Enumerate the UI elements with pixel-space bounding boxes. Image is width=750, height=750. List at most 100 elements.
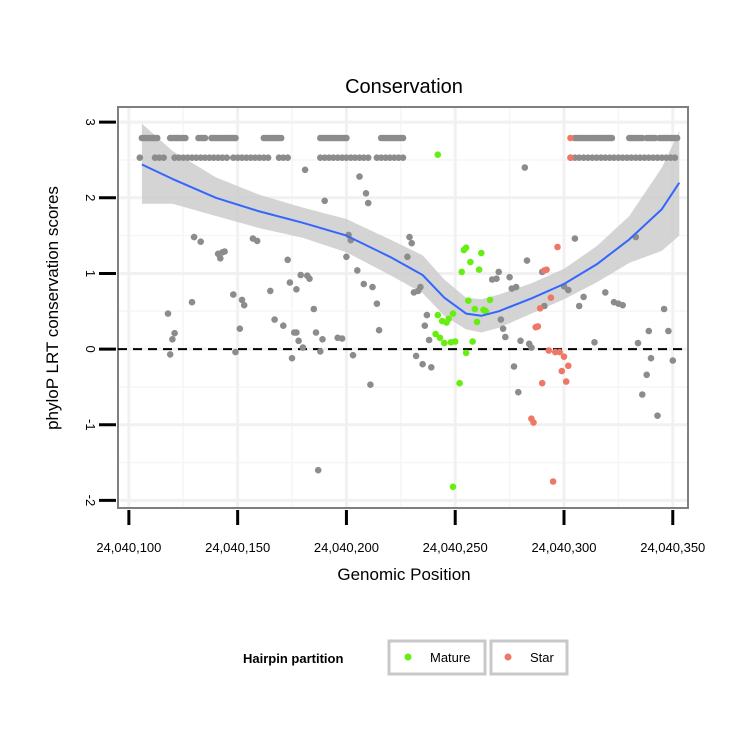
data-point-other — [360, 280, 368, 288]
data-point-other — [419, 360, 426, 368]
y-tick-label: 2 — [83, 194, 98, 201]
data-point-other — [197, 238, 204, 245]
data-point-star — [562, 378, 570, 385]
data-point-mature — [471, 305, 479, 313]
data-point-other — [312, 329, 320, 336]
data-point-other — [201, 134, 209, 142]
data-points — [136, 134, 681, 491]
data-point-other — [169, 336, 176, 343]
data-point-other — [230, 291, 237, 298]
data-point-other — [412, 352, 420, 360]
data-point-mature — [451, 338, 459, 345]
data-point-mature — [436, 334, 444, 342]
x-tick-label: 24,040,250 — [423, 540, 488, 555]
data-point-other — [166, 351, 174, 358]
data-point-other — [349, 351, 357, 359]
data-point-other — [267, 287, 274, 295]
data-point-other — [654, 412, 661, 420]
data-point-mature — [456, 379, 463, 387]
data-point-other — [288, 354, 296, 362]
data-point-other — [639, 391, 646, 398]
data-point-mature — [469, 338, 476, 345]
data-point-other — [423, 311, 431, 319]
data-point-other — [253, 237, 261, 245]
data-point-star — [543, 266, 550, 274]
legend-label-star: Star — [530, 650, 555, 665]
data-point-other — [493, 275, 500, 283]
data-point-other — [319, 336, 326, 343]
data-point-star — [556, 348, 563, 356]
data-point-star — [536, 305, 544, 312]
data-point-other — [619, 301, 626, 309]
data-point-other — [521, 164, 529, 171]
data-point-other — [271, 316, 278, 323]
data-point-star — [560, 353, 568, 361]
y-tick-label: -1 — [83, 419, 98, 431]
data-point-other — [164, 310, 172, 317]
data-point-other — [497, 316, 505, 323]
data-point-other — [306, 275, 313, 283]
data-point-mature — [432, 330, 439, 338]
data-point-star — [554, 243, 561, 251]
data-point-other — [665, 327, 672, 335]
data-point-other — [217, 254, 224, 262]
data-point-mature — [462, 349, 470, 357]
data-point-mature — [467, 258, 474, 266]
data-point-other — [369, 283, 376, 291]
data-point-mature — [465, 297, 472, 305]
data-point-mature — [445, 315, 453, 323]
data-point-mature — [441, 339, 448, 347]
data-point-other — [240, 301, 248, 309]
data-point-other — [136, 154, 144, 161]
data-point-other — [299, 344, 307, 351]
data-point-other — [295, 337, 302, 345]
data-point-other — [238, 296, 246, 304]
data-point-other — [506, 273, 513, 281]
data-point-other — [602, 289, 609, 296]
data-point-mature — [449, 310, 457, 317]
data-point-other — [188, 298, 196, 306]
data-point-other — [425, 336, 433, 344]
data-point-other — [321, 197, 329, 205]
data-point-star — [549, 478, 557, 485]
data-point-other — [293, 286, 300, 293]
data-point-other — [575, 302, 583, 310]
data-point-star — [558, 367, 566, 375]
data-point-other — [284, 256, 292, 264]
chart-title: Conservation — [345, 76, 463, 98]
data-point-other — [364, 199, 372, 207]
data-point-other — [223, 154, 231, 161]
data-point-mature — [458, 268, 466, 276]
data-point-other — [153, 134, 161, 142]
data-point-other — [338, 335, 346, 342]
data-point-star — [534, 323, 542, 330]
confidence-band — [141, 123, 680, 333]
data-point-other — [356, 173, 363, 180]
y-tick-label: -2 — [83, 495, 98, 507]
data-point-other — [293, 329, 300, 336]
data-point-other — [277, 134, 285, 142]
data-point-other — [343, 253, 350, 261]
data-point-other — [399, 134, 407, 142]
data-point-other — [421, 322, 429, 330]
x-axis-label: Genomic Position — [337, 565, 470, 584]
data-point-other — [280, 322, 287, 330]
y-tick-label: 0 — [83, 345, 98, 352]
data-point-other — [502, 333, 509, 341]
data-point-other — [406, 233, 413, 241]
data-point-other — [317, 348, 324, 355]
data-point-other — [310, 305, 318, 313]
data-point-other — [643, 371, 650, 379]
data-point-other — [399, 154, 407, 161]
data-point-other — [512, 283, 520, 291]
data-point-other — [408, 239, 416, 247]
data-point-other — [673, 134, 681, 142]
data-point-other — [645, 327, 653, 335]
data-point-other — [528, 344, 535, 351]
data-point-other — [523, 257, 531, 264]
x-tick-label: 24,040,150 — [205, 540, 270, 555]
y-tick-label: 1 — [83, 270, 98, 277]
data-point-other — [171, 329, 178, 337]
data-point-star — [567, 154, 574, 161]
